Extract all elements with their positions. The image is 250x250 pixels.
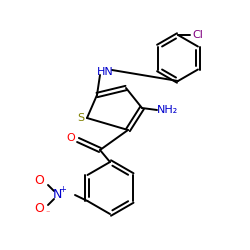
Text: HN: HN [96, 67, 114, 77]
Text: N: N [52, 188, 62, 202]
Text: Cl: Cl [192, 30, 203, 40]
Text: NH₂: NH₂ [156, 105, 178, 115]
Text: S: S [78, 113, 84, 123]
Text: ⁻: ⁻ [46, 208, 50, 218]
Text: O: O [34, 174, 44, 188]
Text: +: + [60, 186, 66, 194]
Text: O: O [66, 133, 76, 143]
Text: O: O [34, 202, 44, 215]
